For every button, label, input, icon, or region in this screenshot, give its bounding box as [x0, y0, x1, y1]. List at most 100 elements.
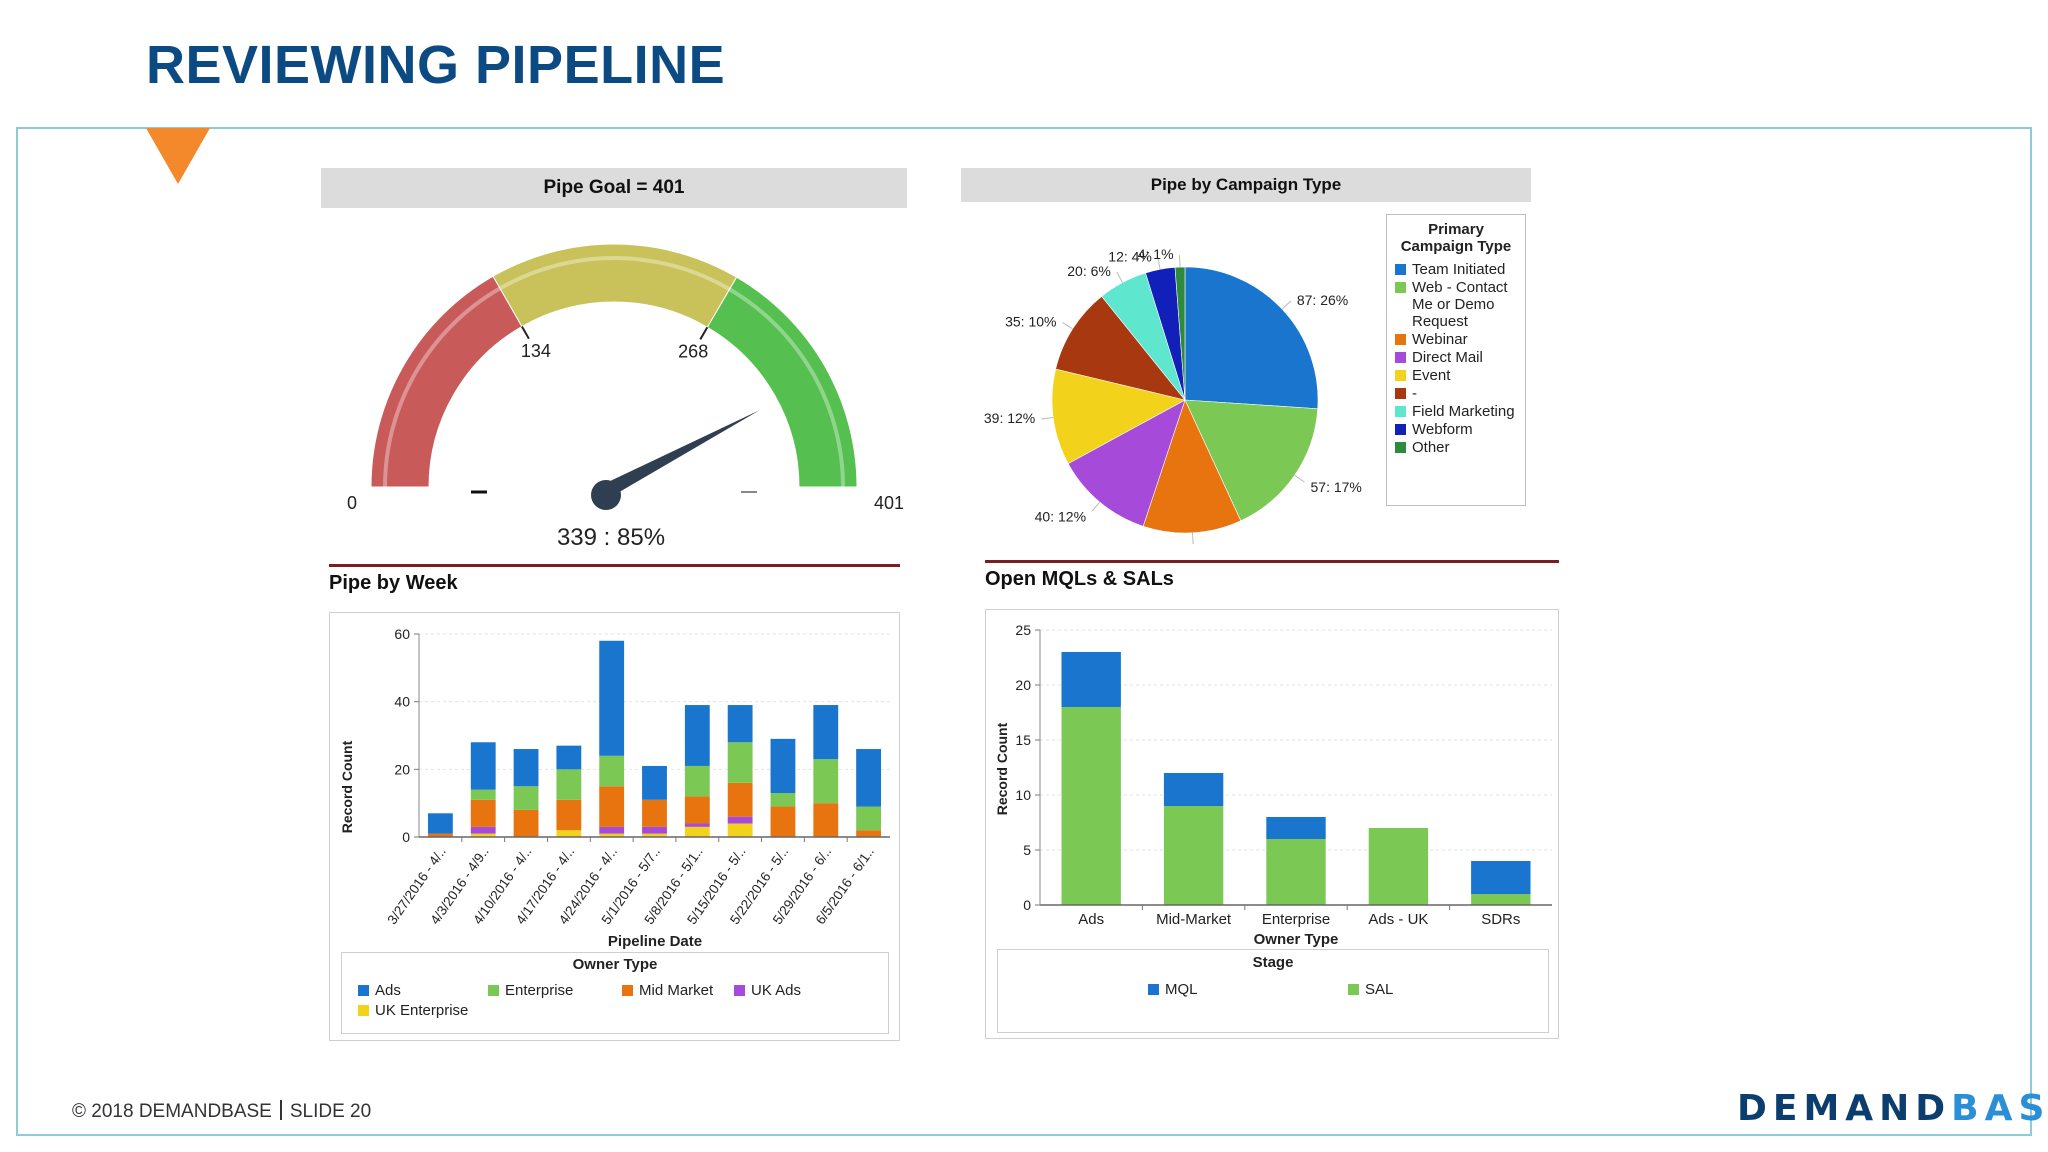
y-tick-label: 20	[394, 761, 410, 777]
y-tick-label: 0	[1023, 897, 1031, 913]
mqls-sals-legend: Stage MQL SAL	[997, 949, 1549, 1033]
bar-segment	[470, 789, 496, 800]
bar-segment	[770, 738, 796, 794]
week-xlabel: Pipeline Date	[608, 933, 702, 950]
bar-segment	[513, 786, 539, 810]
pie-slice-0	[1184, 266, 1319, 410]
pie-leader-3	[1091, 501, 1101, 512]
legend-label: MQL	[1165, 981, 1198, 998]
pie-legend: Primary Campaign Type Team Initiated Web …	[1386, 214, 1526, 506]
pie-legend-swatch	[1395, 352, 1406, 363]
legend-item: Enterprise	[488, 981, 622, 1000]
bar-segment	[1061, 652, 1121, 707]
bar-segment	[727, 782, 753, 817]
pie-legend-swatch	[1395, 424, 1406, 435]
legend-item: SAL	[1348, 981, 1548, 998]
y-tick-label: 20	[1015, 677, 1031, 693]
bar-segment	[1163, 773, 1224, 806]
y-tick-label: 60	[394, 626, 410, 642]
pie-label-1: 57: 17%	[1311, 479, 1362, 495]
pie-chart: 87: 26% 57: 17% 40: 12% 39: 12% 35: 10% 20: 6…	[984, 246, 1362, 544]
bar-segment	[470, 833, 496, 837]
gauge-band-highlight-1	[499, 256, 731, 292]
orange-triangle-icon	[146, 128, 210, 184]
bar-segment	[770, 806, 796, 837]
bar-segment	[599, 833, 625, 837]
pie-legend-item: Event	[1395, 367, 1517, 384]
bar-segment	[727, 816, 753, 824]
bar-segment	[556, 745, 582, 770]
bar-segment	[813, 759, 839, 804]
legend-item: MQL	[1148, 981, 1348, 998]
legend-item: UK Enterprise	[358, 1001, 498, 1020]
pie-leader-1	[1294, 474, 1305, 483]
pie-leader-4	[1041, 416, 1054, 420]
pie-label-6: 20: 6%	[1067, 263, 1111, 279]
legend-label: UK Ads	[751, 982, 802, 999]
bar-segment	[599, 755, 625, 787]
bar-segment	[1266, 839, 1326, 905]
pie-leader-0	[1281, 300, 1292, 310]
legend-item: Ads	[358, 981, 488, 1000]
bar-segment	[556, 769, 582, 800]
legend-item: Mid Market	[622, 981, 734, 1000]
bar-segment	[770, 793, 796, 807]
legend-swatch	[622, 985, 633, 996]
y-tick-label: 25	[1015, 622, 1031, 638]
gauge-max-label: 401	[874, 493, 904, 513]
pie-label-4: 39: 12%	[984, 410, 1035, 426]
legend-swatch	[1148, 984, 1159, 995]
pie-legend-label: Webform	[1412, 421, 1473, 438]
pie-header: Pipe by Campaign Type	[961, 168, 1531, 202]
gauge-bands	[370, 243, 858, 488]
y-tick-label: 5	[1023, 842, 1031, 858]
pie-legend-swatch	[1395, 442, 1406, 453]
pie-leader-2	[1192, 532, 1194, 544]
bar-segment	[513, 809, 539, 837]
pie-label-5: 35: 10%	[1005, 313, 1056, 329]
legend-swatch	[1348, 984, 1359, 995]
pie-legend-item: Webform	[1395, 421, 1517, 438]
y-tick-label: 0	[402, 829, 410, 845]
bar-segment	[727, 742, 753, 783]
slide-title: REVIEWING PIPELINE	[146, 35, 726, 95]
pipe-by-week-legend: Owner Type Ads Enterprise Mid Market UK Ads…	[341, 952, 889, 1034]
pie-legend-item: Webinar	[1395, 331, 1517, 348]
gauge-tick-mark-1	[699, 326, 709, 340]
bar-segment	[856, 830, 882, 837]
gauge-tick-mark-0	[521, 326, 530, 340]
pie-legend-swatch	[1395, 334, 1406, 345]
pie-slice-4	[1051, 368, 1186, 464]
pie-legend-item: Team Initiated	[1395, 261, 1517, 278]
bar-segment	[599, 786, 625, 827]
pie-legend-swatch	[1395, 264, 1406, 275]
gauge-hub	[591, 480, 621, 510]
bar-segment	[727, 705, 753, 743]
footer: © 2018 DEMANDBASE SLIDE 20	[72, 1100, 371, 1123]
gauge-band-0	[370, 275, 523, 488]
gauge-needle	[610, 409, 760, 494]
gauge-tick-268: 268	[678, 341, 708, 361]
pie-label-0: 87: 26%	[1297, 292, 1348, 308]
y-tick-label: 40	[394, 694, 410, 710]
pie-slice-1	[1184, 399, 1319, 522]
content-frame	[16, 127, 2032, 1136]
bar-segment	[642, 826, 667, 834]
pie-legend-swatch	[1395, 388, 1406, 399]
x-tick-label: Ads - UK	[1368, 911, 1428, 928]
pipe-by-week-title: Pipe by Week	[329, 572, 458, 594]
pie-slice-8	[1174, 266, 1186, 401]
pie-legend-swatch	[1395, 406, 1406, 417]
bar-segment	[599, 826, 625, 834]
pie-legend-label: Other	[1412, 439, 1450, 456]
pie-legend-label: Webinar	[1412, 331, 1468, 348]
legend-swatch	[734, 985, 745, 996]
legend-label: Ads	[375, 982, 401, 999]
week-legend-title: Owner Type	[572, 956, 658, 973]
pie-leader-5	[1062, 322, 1073, 330]
mql-xlabel: Owner Type	[1254, 931, 1339, 948]
bar-segment	[556, 799, 582, 831]
legend-swatch	[358, 985, 369, 996]
x-tick-label: Ads	[1078, 911, 1104, 928]
x-tick-label: Mid-Market	[1156, 911, 1232, 928]
